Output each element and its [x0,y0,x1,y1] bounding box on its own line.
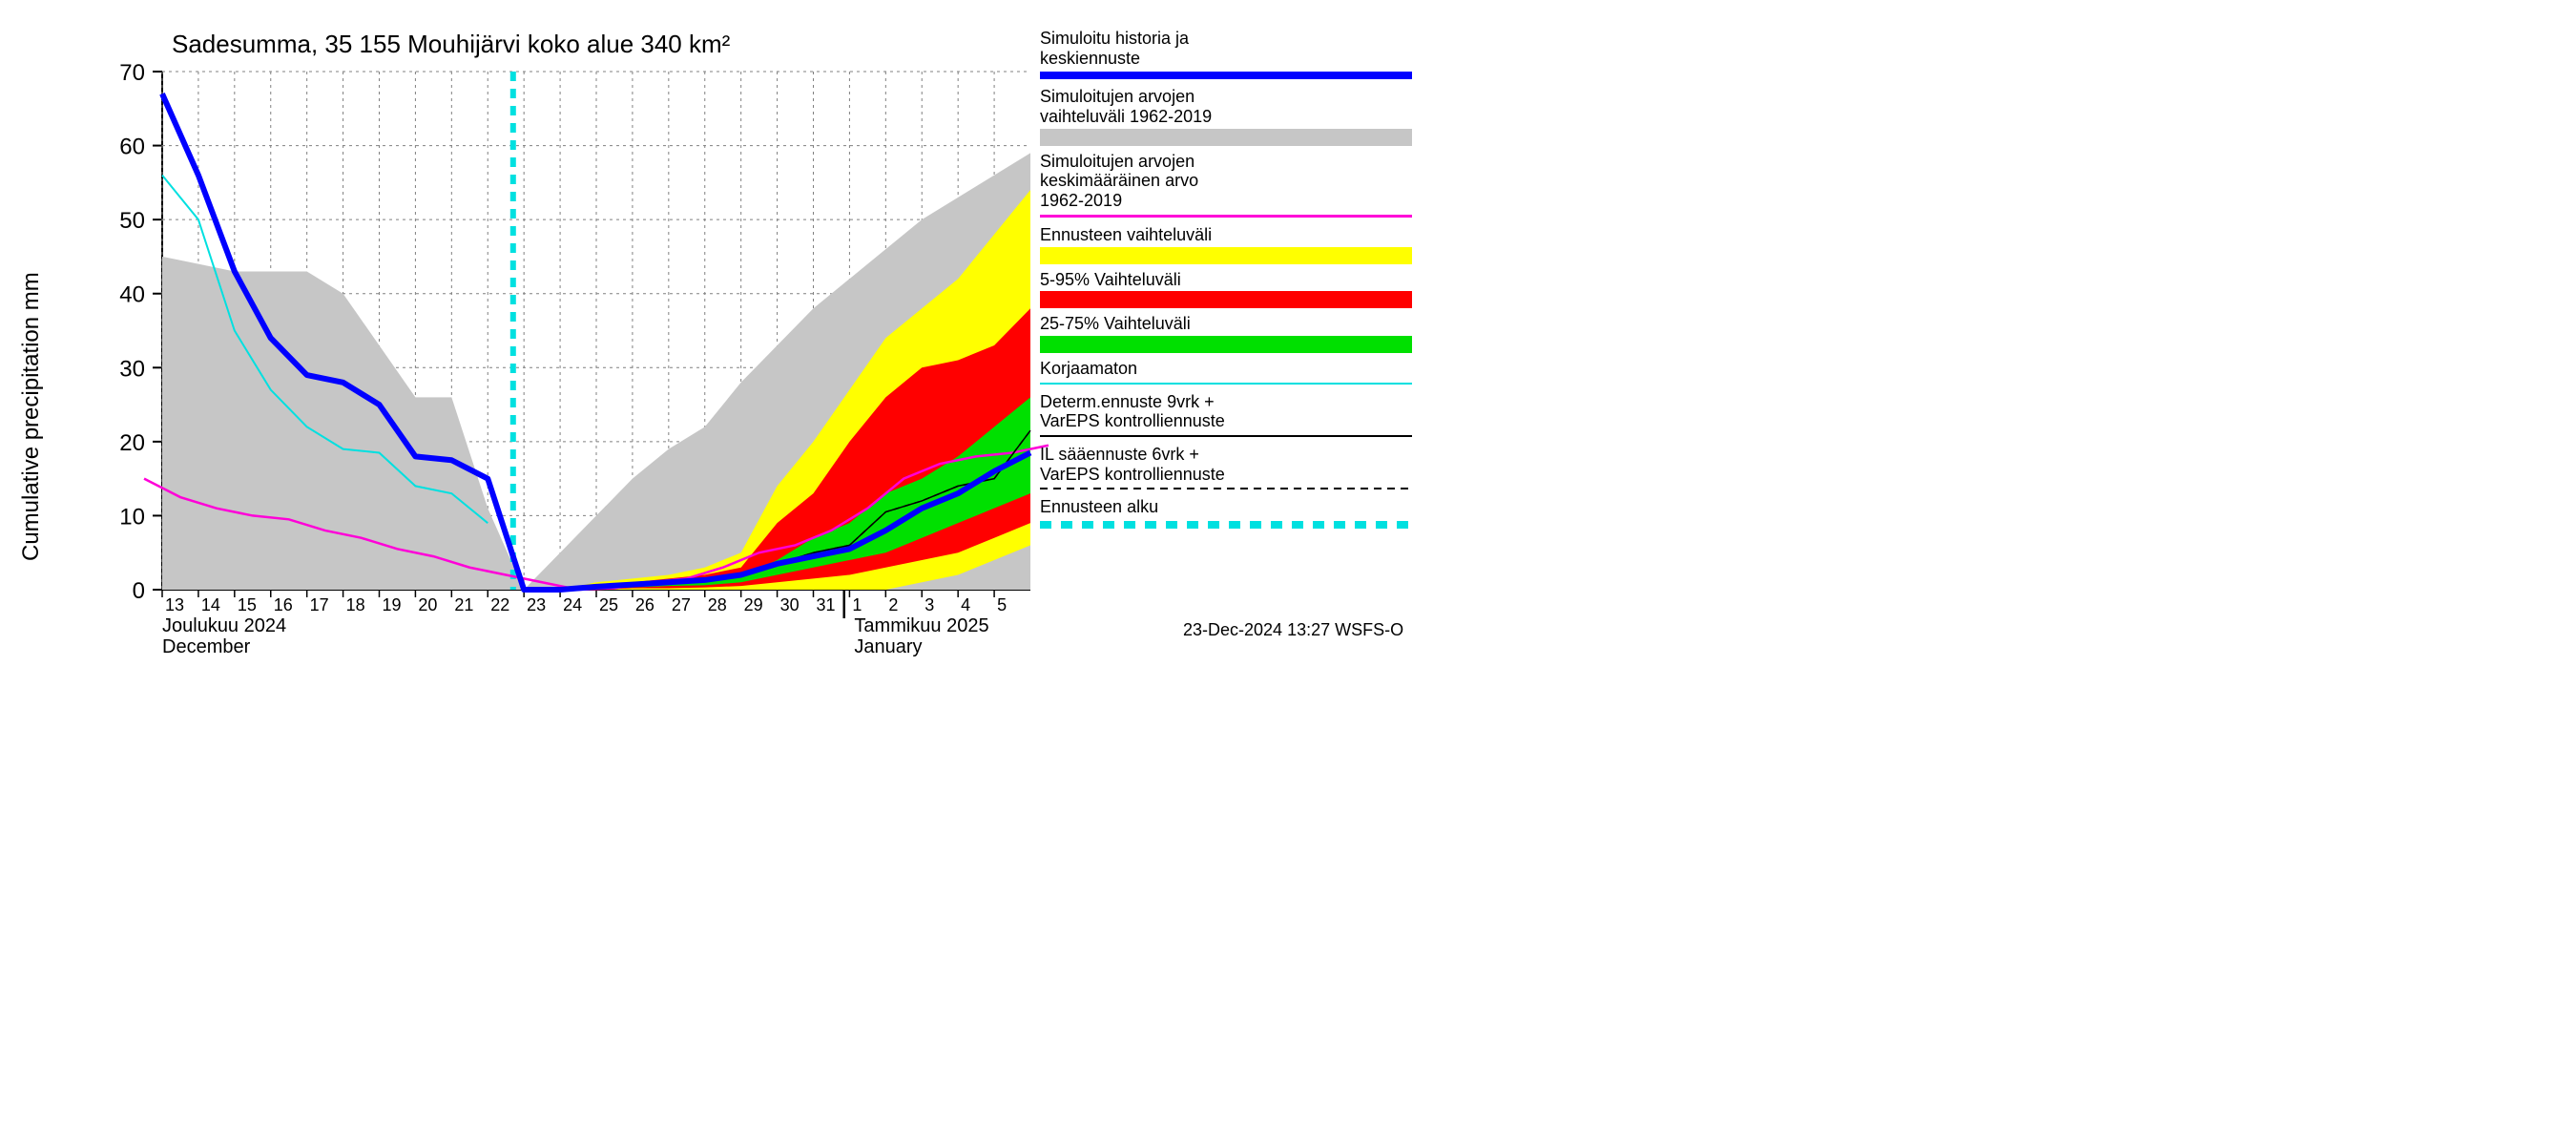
svg-text:1: 1 [852,595,862,614]
svg-text:10: 10 [119,504,145,530]
legend-label: Simuloitujen arvojenkeskimääräinen arvo … [1040,152,1460,211]
legend-label: 5-95% Vaihteluväli [1040,270,1460,290]
legend-label: IL sääennuste 6vrk + VarEPS kontrollienn… [1040,445,1460,484]
svg-text:5: 5 [997,595,1007,614]
legend-swatch [1040,336,1412,353]
legend-entry: Determ.ennuste 9vrk +VarEPS kontrollienn… [1040,392,1460,437]
svg-text:Joulukuu 2024: Joulukuu 2024 [162,615,286,636]
legend-label: Simuloitu historia jakeskiennuste [1040,29,1460,68]
svg-text:50: 50 [119,208,145,234]
legend-label: Simuloitujen arvojenvaihteluväli 1962-20… [1040,87,1460,126]
svg-text:30: 30 [119,356,145,382]
svg-text:0: 0 [133,578,145,604]
svg-text:16: 16 [274,595,293,614]
svg-text:28: 28 [708,595,727,614]
timestamp: 23-Dec-2024 13:27 WSFS-O [1183,620,1403,640]
legend-label: Korjaamaton [1040,359,1460,379]
legend-entry: Ennusteen vaihteluväli [1040,225,1460,264]
legend-entry: 5-95% Vaihteluväli [1040,270,1460,309]
svg-text:60: 60 [119,135,145,160]
svg-text:23: 23 [527,595,546,614]
svg-text:14: 14 [201,595,220,614]
svg-text:22: 22 [490,595,509,614]
svg-text:18: 18 [346,595,365,614]
chart-container: 0 10 20 30 40 50 60 70 Cumulative precipitation … [0,0,1469,649]
legend-swatch [1040,291,1412,308]
svg-text:20: 20 [418,595,437,614]
svg-text:3: 3 [924,595,934,614]
svg-text:January: January [854,636,922,657]
svg-text:30: 30 [780,595,800,614]
svg-text:29: 29 [744,595,763,614]
svg-text:25: 25 [599,595,618,614]
legend-label: Ennusteen alku [1040,497,1460,517]
legend-swatch [1040,521,1412,529]
legend-swatch [1040,129,1412,146]
svg-text:27: 27 [672,595,691,614]
legend-swatch [1040,435,1412,437]
legend-entry: Simuloitu historia jakeskiennuste [1040,29,1460,79]
svg-text:2: 2 [888,595,898,614]
legend-entry: Simuloitujen arvojenkeskimääräinen arvo … [1040,152,1460,218]
legend-entry: Korjaamaton [1040,359,1460,385]
legend-label: Ennusteen vaihteluväli [1040,225,1460,245]
svg-text:13: 13 [165,595,184,614]
legend-swatch [1040,215,1412,218]
svg-text:40: 40 [119,282,145,308]
legend-label: 25-75% Vaihteluväli [1040,314,1460,334]
svg-text:17: 17 [310,595,329,614]
svg-text:15: 15 [238,595,257,614]
svg-text:4: 4 [961,595,970,614]
svg-text:21: 21 [454,595,473,614]
svg-text:Cumulative precipitation mm: Cumulative precipitation mm [18,272,44,561]
legend-entry: 25-75% Vaihteluväli [1040,314,1460,353]
svg-text:70: 70 [119,60,145,86]
legend-entry: IL sääennuste 6vrk + VarEPS kontrollienn… [1040,445,1460,489]
svg-text:26: 26 [635,595,654,614]
legend-swatch [1040,383,1412,385]
svg-text:December: December [162,636,251,657]
svg-text:Sadesumma, 35 155 Mouhijärvi k: Sadesumma, 35 155 Mouhijärvi koko alue 3… [172,30,731,58]
svg-text:31: 31 [817,595,836,614]
legend-entry: Ennusteen alku [1040,497,1460,529]
svg-text:20: 20 [119,430,145,456]
svg-text:Tammikuu 2025: Tammikuu 2025 [854,615,988,636]
legend-entry: Simuloitujen arvojenvaihteluväli 1962-20… [1040,87,1460,145]
svg-text:24: 24 [563,595,582,614]
svg-text:19: 19 [383,595,402,614]
legend: Simuloitu historia jakeskiennuste Simuloi… [1040,29,1460,536]
legend-swatch [1040,247,1412,264]
legend-swatch [1040,488,1412,489]
legend-label: Determ.ennuste 9vrk +VarEPS kontrollienn… [1040,392,1460,431]
legend-swatch [1040,72,1412,79]
